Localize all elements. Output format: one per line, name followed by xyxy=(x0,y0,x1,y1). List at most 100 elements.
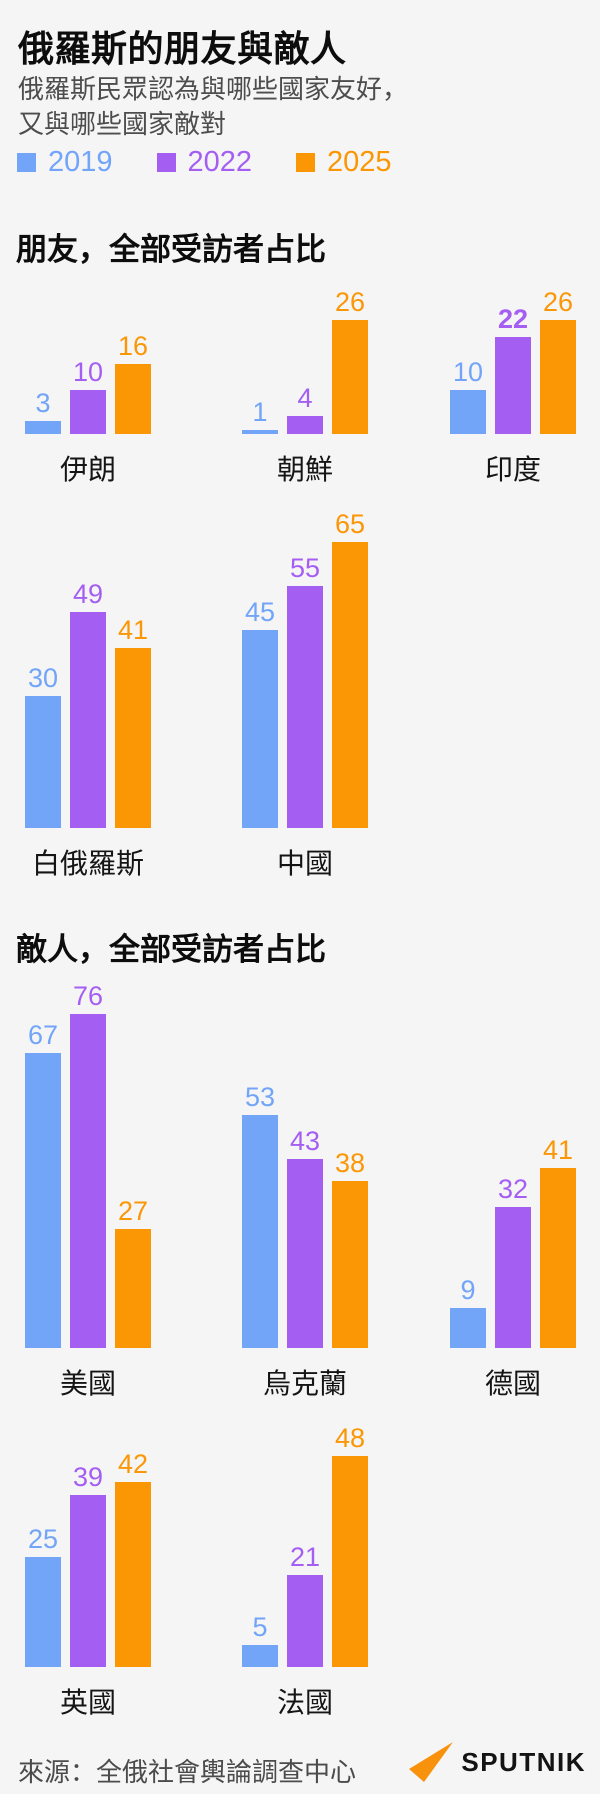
bar-2025-伊朗 xyxy=(115,364,151,434)
country-label-伊朗: 伊朗 xyxy=(59,454,116,485)
bar-cell-2019-英國: 25 xyxy=(25,1526,61,1667)
value-label-2022-白俄羅斯: 49 xyxy=(72,579,104,609)
legend-label-2025: 2025 xyxy=(327,146,392,178)
country-label-烏克蘭: 烏克蘭 xyxy=(262,1368,347,1399)
value-label-2019-中國: 45 xyxy=(244,597,276,627)
chart-row-enemies-1: 67 76 27 美國 53 43 38 烏克蘭 9 32 41 德國 xyxy=(0,982,600,1402)
value-label-2019-法國: 5 xyxy=(252,1612,268,1642)
source-note: 來源：全俄社會輿論調查中心 xyxy=(18,1757,357,1787)
bar-2022-中國 xyxy=(287,586,323,828)
bar-cell-2022-伊朗: 10 xyxy=(70,359,106,434)
bar-group-朝鮮: 1 4 26 xyxy=(242,284,368,434)
bar-2022-法國 xyxy=(287,1575,323,1667)
value-label-2022-伊朗: 10 xyxy=(72,357,104,387)
bar-cell-2019-白俄羅斯: 30 xyxy=(25,665,61,828)
country-label-美國: 美國 xyxy=(59,1368,116,1399)
bars: 53 43 38 xyxy=(242,982,368,1348)
bar-group-英國: 25 39 42 xyxy=(25,1424,151,1667)
legend-item-2025: 2025 xyxy=(296,146,392,179)
bars: 67 76 27 xyxy=(25,982,151,1348)
legend-swatch-2022 xyxy=(156,153,176,172)
bar-2022-白俄羅斯 xyxy=(70,612,106,828)
bar-cell-2019-美國: 67 xyxy=(25,1022,61,1348)
value-label-2025-白俄羅斯: 41 xyxy=(117,615,149,645)
legend-item-2019: 2019 xyxy=(17,146,113,179)
value-label-2025-英國: 42 xyxy=(117,1449,149,1479)
bar-2019-中國 xyxy=(242,630,278,828)
bars: 9 32 41 xyxy=(450,982,576,1348)
bar-group-德國: 9 32 41 xyxy=(450,982,576,1348)
legend: 2019 2022 2025 xyxy=(17,146,392,179)
bar-2025-白俄羅斯 xyxy=(115,648,151,828)
bar-cell-2019-烏克蘭: 53 xyxy=(242,1084,278,1348)
bar-2022-英國 xyxy=(70,1495,106,1667)
bar-2019-德國 xyxy=(450,1308,486,1348)
bar-2025-英國 xyxy=(115,1482,151,1667)
bar-cell-2022-法國: 21 xyxy=(287,1544,323,1667)
bar-2025-朝鮮 xyxy=(332,320,368,434)
bar-group-法國: 5 21 48 xyxy=(242,1424,368,1667)
bar-2025-印度 xyxy=(540,320,576,434)
bar-2022-烏克蘭 xyxy=(287,1159,323,1348)
page-title: 俄羅斯的朋友與敵人 xyxy=(18,28,347,69)
country-label-朝鮮: 朝鮮 xyxy=(276,454,333,485)
bar-cell-2022-德國: 32 xyxy=(495,1176,531,1348)
bar-2022-朝鮮 xyxy=(287,416,323,434)
bar-2019-白俄羅斯 xyxy=(25,696,61,828)
subtitle-line-2: 又與哪些國家敵對 xyxy=(18,109,227,139)
bar-cell-2025-烏克蘭: 38 xyxy=(332,1150,368,1348)
bar-2019-朝鮮 xyxy=(242,430,278,434)
bar-2022-德國 xyxy=(495,1207,531,1348)
bar-cell-2019-伊朗: 3 xyxy=(25,390,61,434)
value-label-2022-中國: 55 xyxy=(289,553,321,583)
value-label-2025-伊朗: 16 xyxy=(117,331,149,361)
bar-2019-英國 xyxy=(25,1557,61,1667)
bars: 1 4 26 xyxy=(242,284,368,434)
sputnik-triangle-icon xyxy=(409,1742,454,1782)
country-label-印度: 印度 xyxy=(484,454,541,485)
bar-group-白俄羅斯: 30 49 41 xyxy=(25,510,151,828)
bar-cell-2019-德國: 9 xyxy=(450,1277,486,1348)
bars: 45 55 65 xyxy=(242,510,368,828)
country-label-白俄羅斯: 白俄羅斯 xyxy=(31,848,144,879)
country-label-英國: 英國 xyxy=(59,1687,116,1718)
bar-cell-2025-美國: 27 xyxy=(115,1198,151,1348)
value-label-2022-德國: 32 xyxy=(497,1174,529,1204)
value-label-2019-伊朗: 3 xyxy=(35,388,51,418)
bar-2025-烏克蘭 xyxy=(332,1181,368,1348)
bar-cell-2025-德國: 41 xyxy=(540,1137,576,1348)
bar-cell-2019-中國: 45 xyxy=(242,599,278,828)
sputnik-logo-text: SPUTNIK xyxy=(461,1746,586,1777)
bar-cell-2019-法國: 5 xyxy=(242,1614,278,1667)
chart-row-friends-1: 3 10 16 伊朗 1 4 26 朝鮮 10 22 26 印度 xyxy=(0,284,600,488)
value-label-2025-德國: 41 xyxy=(542,1135,574,1165)
bar-2025-中國 xyxy=(332,542,368,828)
bar-2019-美國 xyxy=(25,1053,61,1348)
bar-cell-2022-英國: 39 xyxy=(70,1464,106,1667)
bar-2022-美國 xyxy=(70,1014,106,1348)
legend-swatch-2025 xyxy=(296,153,316,172)
value-label-2019-德國: 9 xyxy=(460,1275,476,1305)
bar-cell-2025-法國: 48 xyxy=(332,1425,368,1667)
bar-group-印度: 10 22 26 xyxy=(450,284,576,434)
section-title-enemies: 敵人，全部受訪者占比 xyxy=(16,932,326,967)
bar-cell-2022-中國: 55 xyxy=(287,555,323,828)
legend-swatch-2019 xyxy=(17,153,36,172)
chart-row-enemies-2: 25 39 42 英國 5 21 48 法國 xyxy=(0,1424,600,1724)
value-label-2019-烏克蘭: 53 xyxy=(244,1082,276,1112)
value-label-2019-白俄羅斯: 30 xyxy=(27,663,59,693)
bar-cell-2019-印度: 10 xyxy=(450,359,486,434)
value-label-2022-美國: 76 xyxy=(72,981,104,1011)
bar-2019-印度 xyxy=(450,390,486,434)
country-label-法國: 法國 xyxy=(276,1687,333,1718)
legend-item-2022: 2022 xyxy=(156,146,252,179)
bar-cell-2025-伊朗: 16 xyxy=(115,333,151,434)
country-label-德國: 德國 xyxy=(484,1368,541,1399)
bar-2019-伊朗 xyxy=(25,421,61,434)
bar-cell-2022-美國: 76 xyxy=(70,983,106,1348)
bar-2019-法國 xyxy=(242,1645,278,1667)
country-label-中國: 中國 xyxy=(276,848,333,879)
bar-cell-2022-印度: 22 xyxy=(495,306,531,434)
subtitle-line-1: 俄羅斯民眾認為與哪些國家友好， xyxy=(18,74,409,104)
